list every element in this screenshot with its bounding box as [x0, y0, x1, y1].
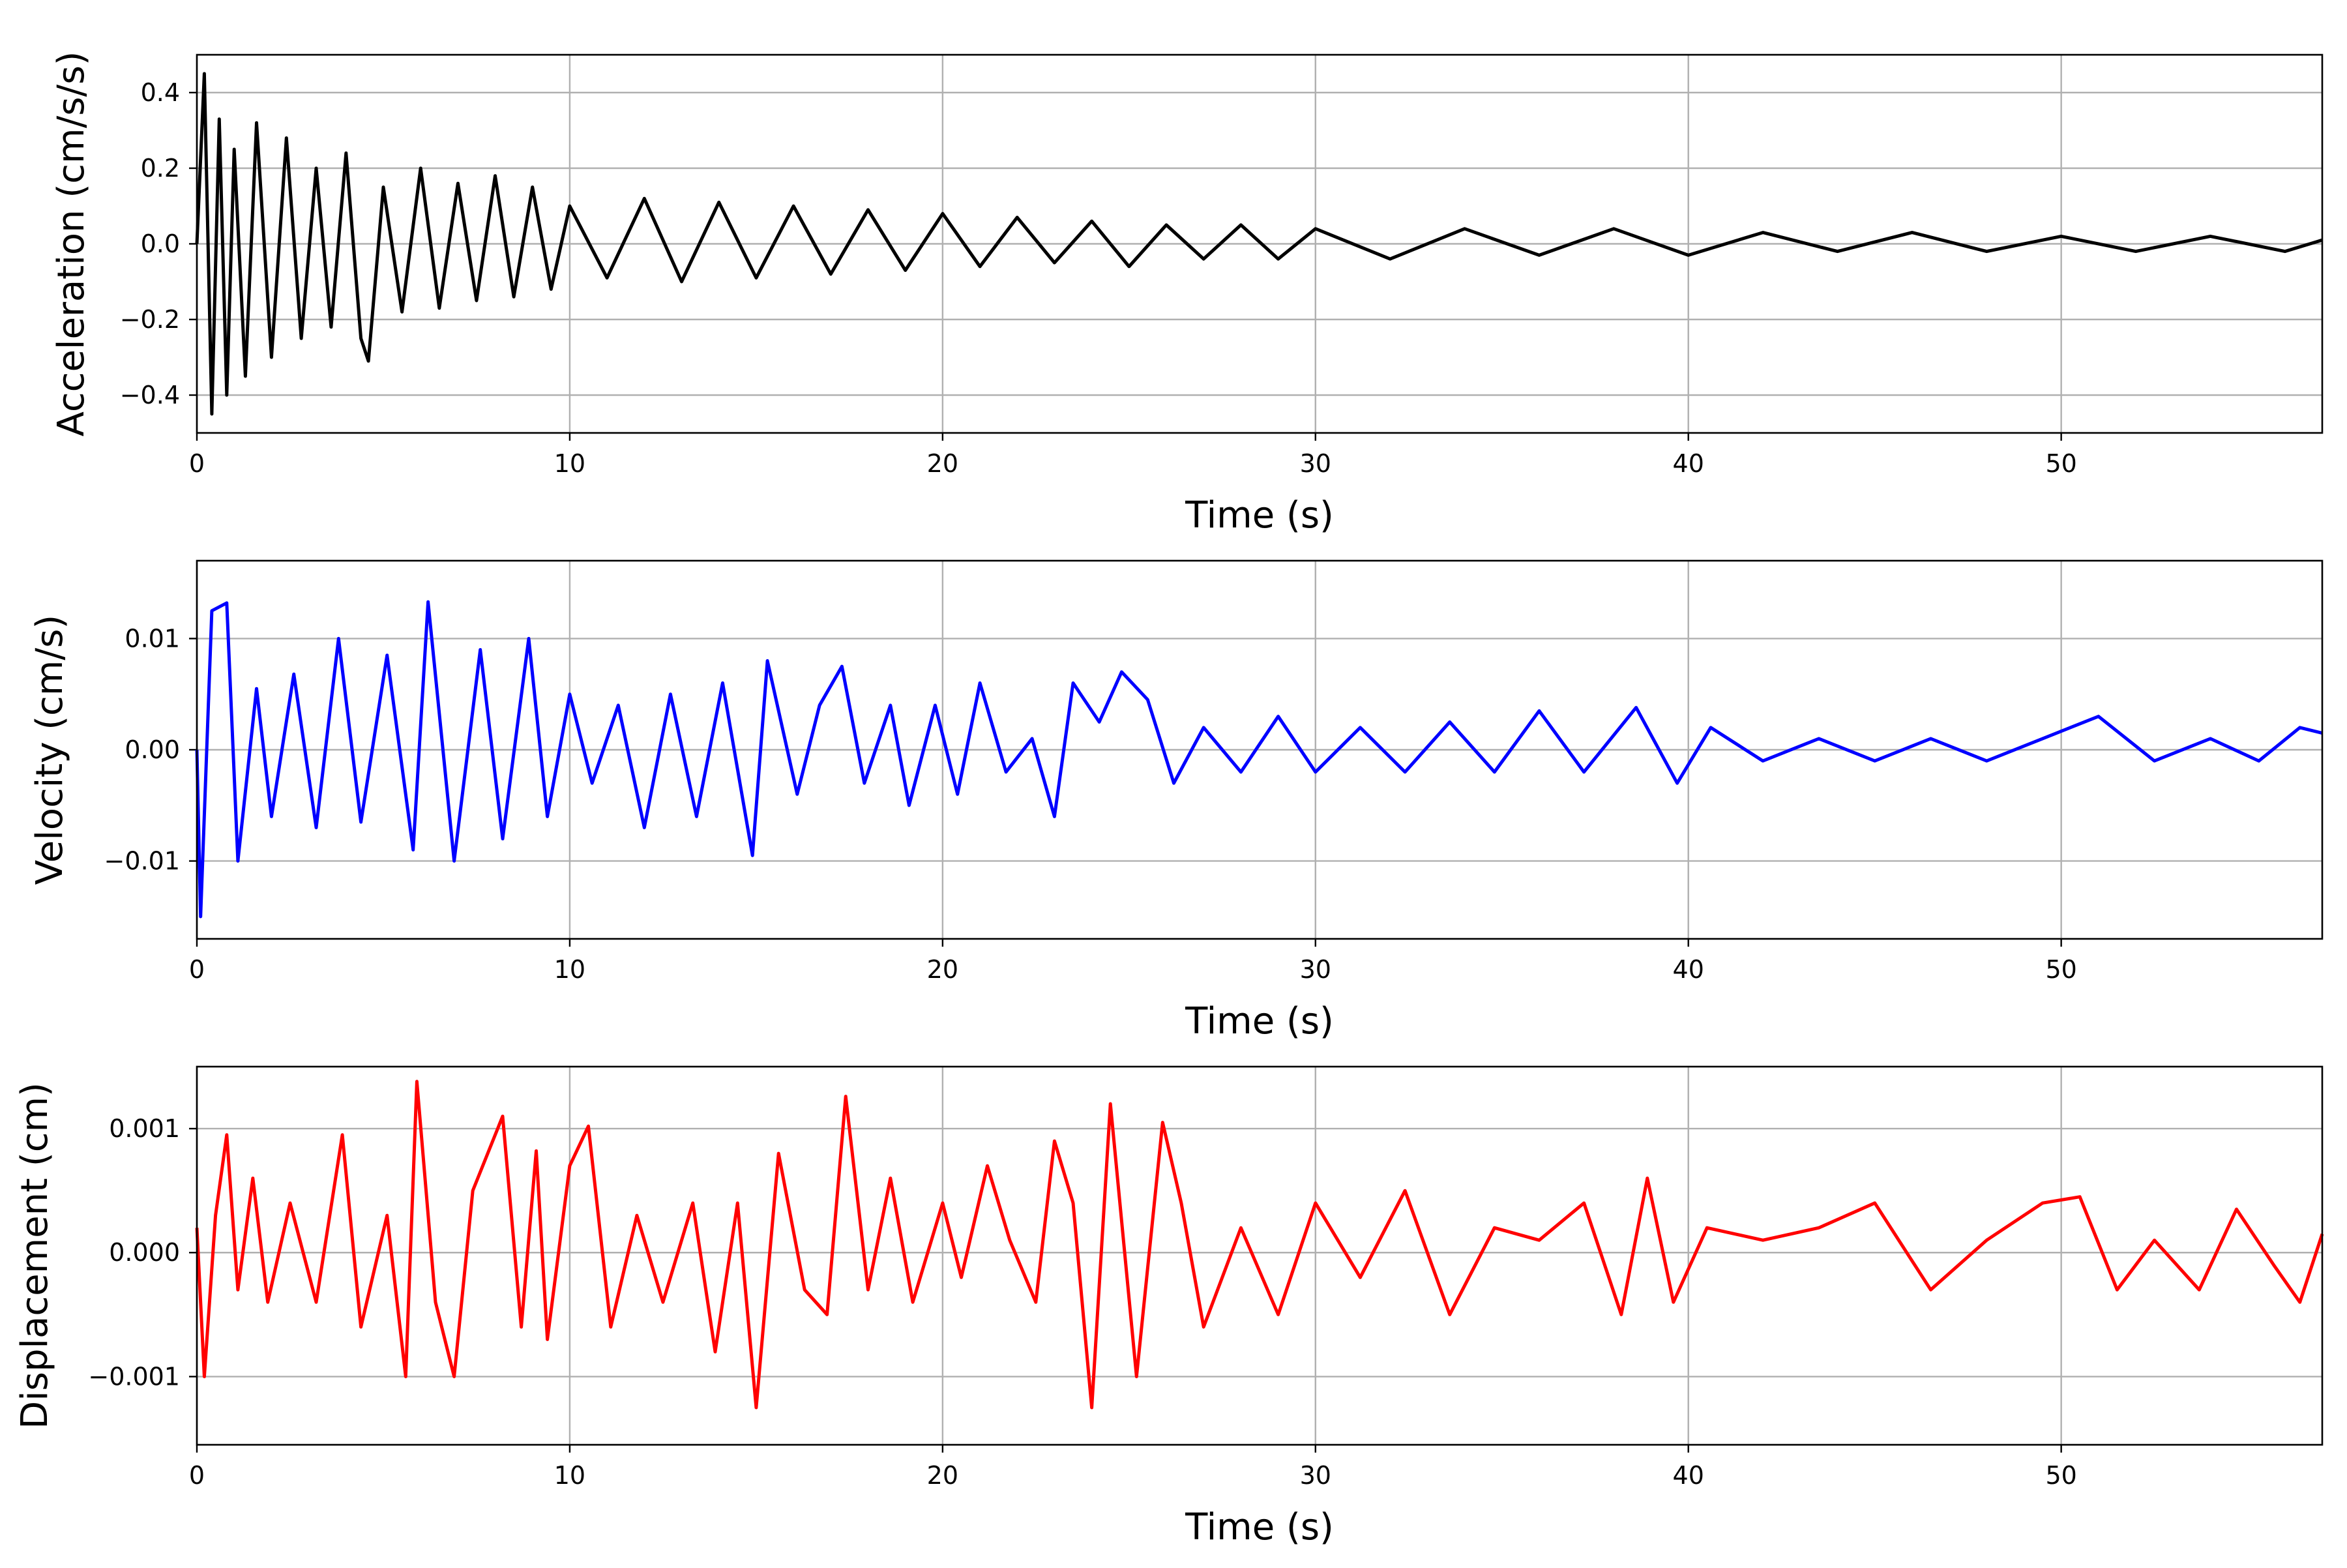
panel-displacement: 0 10 20 30 40 50 −0.001 0.000 0.001 Time (s) Displ… — [14, 1065, 2324, 1548]
x-axis-label: Time (s) — [1185, 1000, 1334, 1043]
x-tick-label: 40 — [1673, 955, 1704, 984]
panel-acceleration: 0 10 20 30 40 50 −0.4 −0.2 0.0 0.2 0.4 Time (s) Acce… — [50, 52, 2324, 537]
axes-frame — [196, 559, 2324, 940]
x-tick-label: 40 — [1673, 1461, 1704, 1490]
series-line-displacement — [195, 1080, 2324, 1410]
x-axis-label: Time (s) — [1185, 1506, 1334, 1548]
x-tick-label: 20 — [927, 955, 958, 984]
x-tick-label: 50 — [2045, 1461, 2076, 1490]
axes-frame — [196, 53, 2324, 434]
x-tick-label: 50 — [2045, 449, 2076, 478]
x-tick-label: 40 — [1673, 449, 1704, 478]
panel-velocity: 0 10 20 30 40 50 −0.01 0.00 0.01 Time (s) Velocity… — [29, 559, 2324, 1043]
x-tick-label: 10 — [554, 1461, 585, 1490]
x-tick-label: 20 — [927, 1461, 958, 1490]
y-axis-label: Acceleration (cm/s/s) — [50, 52, 93, 437]
y-tick-label: −0.01 — [104, 847, 180, 876]
y-tick-label: 0.0 — [141, 229, 180, 258]
x-tick-label: 0 — [189, 1461, 205, 1490]
y-tick-label: −0.001 — [88, 1362, 180, 1391]
x-axis-label: Time (s) — [1185, 494, 1334, 537]
y-tick-label: 0.01 — [125, 624, 180, 653]
series-line-acceleration — [195, 72, 2323, 416]
y-tick-label: 0.00 — [125, 735, 180, 764]
y-tick-label: −0.4 — [120, 381, 180, 409]
y-tick-label: 0.2 — [141, 154, 180, 183]
x-tick-label: 50 — [2045, 955, 2076, 984]
x-tick-label: 30 — [1300, 449, 1331, 478]
y-tick-label: 0.4 — [141, 78, 180, 107]
x-tick-label: 0 — [189, 449, 205, 478]
x-tick-label: 30 — [1300, 1461, 1331, 1490]
x-tick-label: 10 — [554, 955, 585, 984]
y-tick-label: 0.001 — [109, 1114, 180, 1143]
x-tick-label: 20 — [927, 449, 958, 478]
axes-frame — [196, 1065, 2324, 1446]
y-tick-label: 0.000 — [109, 1238, 180, 1267]
x-tick-label: 0 — [189, 955, 205, 984]
x-tick-label: 30 — [1300, 955, 1331, 984]
x-tick-label: 10 — [554, 449, 585, 478]
y-tick-label: −0.2 — [120, 305, 180, 334]
series-line-velocity — [195, 600, 2323, 919]
y-axis-label: Velocity (cm/s) — [29, 615, 71, 885]
y-axis-label: Displacement (cm) — [14, 1082, 56, 1429]
